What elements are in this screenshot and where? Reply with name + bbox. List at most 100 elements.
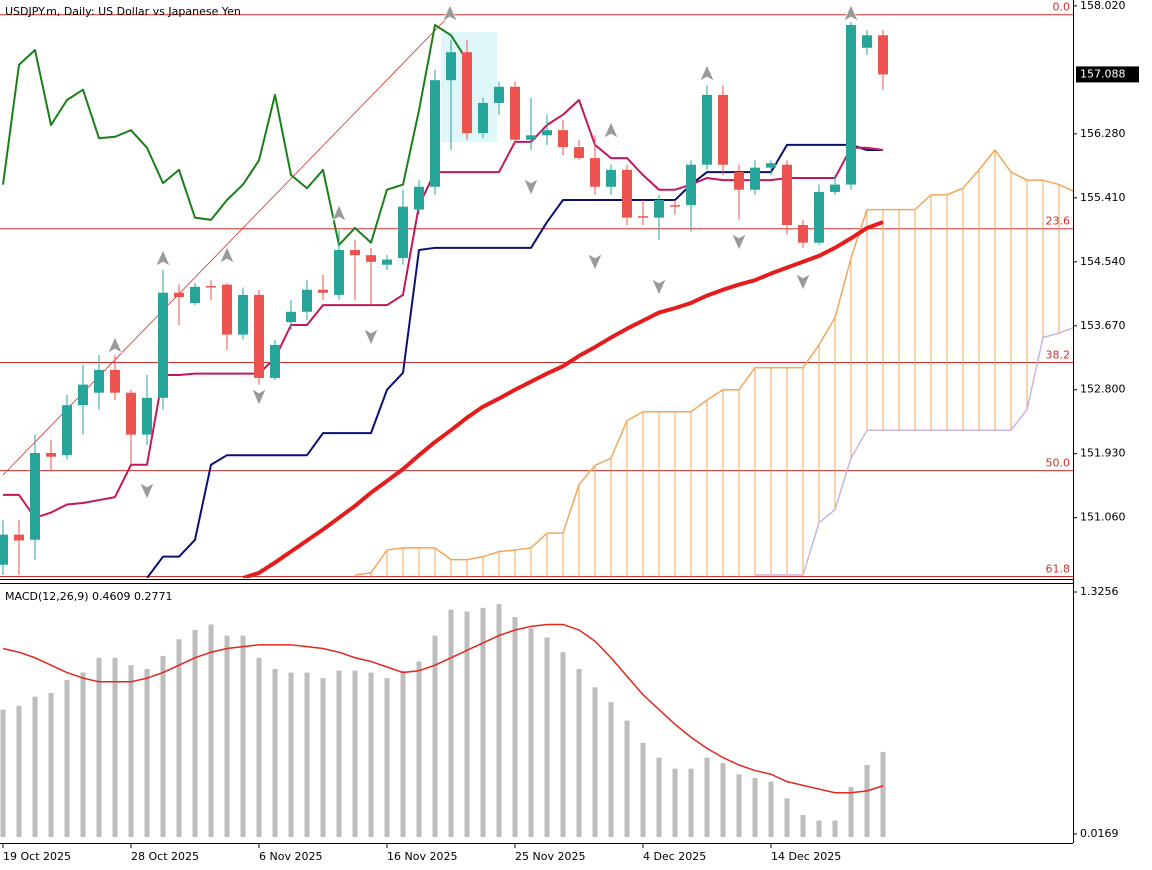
macd-bar xyxy=(240,635,246,838)
macd-bar xyxy=(448,609,454,838)
macd-bar xyxy=(0,709,6,838)
candle-body xyxy=(702,94,712,165)
candle-body xyxy=(158,292,168,398)
macd-bar xyxy=(416,661,422,838)
candle-body xyxy=(622,169,632,218)
candle-body xyxy=(654,200,664,218)
indicator-line xyxy=(242,220,884,578)
candle-body xyxy=(206,286,216,288)
candle-body xyxy=(590,158,600,187)
macd-bar xyxy=(640,742,646,838)
arrow-up xyxy=(331,204,347,222)
macd-bar xyxy=(704,757,710,838)
candle-body xyxy=(222,284,232,335)
macd-bar xyxy=(656,757,662,838)
fib-label: 38.2 xyxy=(1046,349,1071,362)
candle-body xyxy=(62,405,72,456)
candle-body xyxy=(430,80,440,187)
macd-bar xyxy=(832,820,838,838)
macd-bar xyxy=(880,751,886,838)
cloud-span-b xyxy=(755,327,1073,576)
macd-bar xyxy=(32,696,38,838)
candle-body xyxy=(830,184,840,192)
macd-bar xyxy=(256,657,262,838)
candle-body xyxy=(334,250,344,295)
macd-bar xyxy=(816,820,822,838)
fib-label: 23.6 xyxy=(1046,215,1071,228)
indicator-line xyxy=(2,24,468,246)
candle-body xyxy=(270,344,280,378)
macd-bar xyxy=(464,611,470,838)
macd-bar xyxy=(528,628,534,838)
candle-body xyxy=(462,52,472,134)
y-tick-label: 151.060 xyxy=(1080,511,1126,524)
candle-body xyxy=(750,167,760,190)
fractal-arrows xyxy=(107,4,859,500)
macd-bar xyxy=(864,765,870,838)
macd-bar xyxy=(160,655,166,838)
macd-bar xyxy=(208,624,214,838)
arrow-up xyxy=(107,336,123,354)
x-tick-label: 4 Dec 2025 xyxy=(643,850,706,863)
macd-bar xyxy=(96,657,102,838)
candle-body xyxy=(254,294,264,378)
macd-bar xyxy=(64,679,70,838)
candle-body xyxy=(382,259,392,265)
arrow-up xyxy=(155,249,171,267)
arrow-up xyxy=(219,246,235,264)
candle-body xyxy=(94,369,104,393)
macd-bar xyxy=(512,617,518,838)
candle-body xyxy=(782,164,792,226)
candle-body xyxy=(30,452,40,540)
candle-body xyxy=(686,164,696,206)
candle-body xyxy=(238,294,248,335)
candle-body xyxy=(14,534,24,541)
macd-bar xyxy=(608,702,614,838)
y-tick-label: 151.930 xyxy=(1080,447,1126,460)
y-tick-label: 155.410 xyxy=(1080,191,1126,204)
macd-bar xyxy=(592,687,598,838)
candle-body xyxy=(142,397,152,435)
macd-bar xyxy=(112,657,118,838)
y-tick-label: 152.800 xyxy=(1080,383,1126,396)
arrow-down xyxy=(587,253,603,271)
macd-bar xyxy=(16,705,22,838)
arrow-down xyxy=(363,328,379,346)
x-tick-label: 25 Nov 2025 xyxy=(515,850,585,863)
macd-bar xyxy=(320,678,326,838)
arrow-up xyxy=(603,121,619,139)
candle-body xyxy=(446,52,456,81)
candle-body xyxy=(414,186,424,210)
signal-line xyxy=(2,623,884,794)
candle-body xyxy=(574,147,584,159)
candle-body xyxy=(478,102,488,134)
macd-bar xyxy=(288,672,294,838)
candle-body xyxy=(110,369,120,393)
main-layer xyxy=(0,22,1073,578)
y-tick-label: 153.670 xyxy=(1080,319,1126,332)
macd-bar xyxy=(784,798,790,838)
macd-bar xyxy=(624,720,630,838)
macd-title: MACD(12,26,9) 0.4609 0.2771 xyxy=(5,590,173,603)
macd-bar xyxy=(688,768,694,838)
candle-body xyxy=(718,94,728,165)
indicator-line xyxy=(146,143,883,578)
candle-body xyxy=(638,216,648,218)
candle-body xyxy=(734,172,744,190)
macd-bar xyxy=(128,665,134,838)
candle-body xyxy=(878,35,888,75)
fib-label: 50.0 xyxy=(1046,457,1071,470)
candle-body xyxy=(46,452,56,457)
macd-bar xyxy=(560,652,566,838)
arrow-up xyxy=(442,4,458,22)
candle-body xyxy=(318,289,328,293)
y-tick-label: 158.020 xyxy=(1080,0,1126,12)
macd-bar xyxy=(176,639,182,838)
macd-bar xyxy=(224,635,230,838)
candle-body xyxy=(670,205,680,207)
macd-bar xyxy=(432,635,438,838)
macd-bar xyxy=(480,607,486,838)
y-tick-label: 156.280 xyxy=(1080,127,1126,140)
candle-body xyxy=(366,255,376,262)
